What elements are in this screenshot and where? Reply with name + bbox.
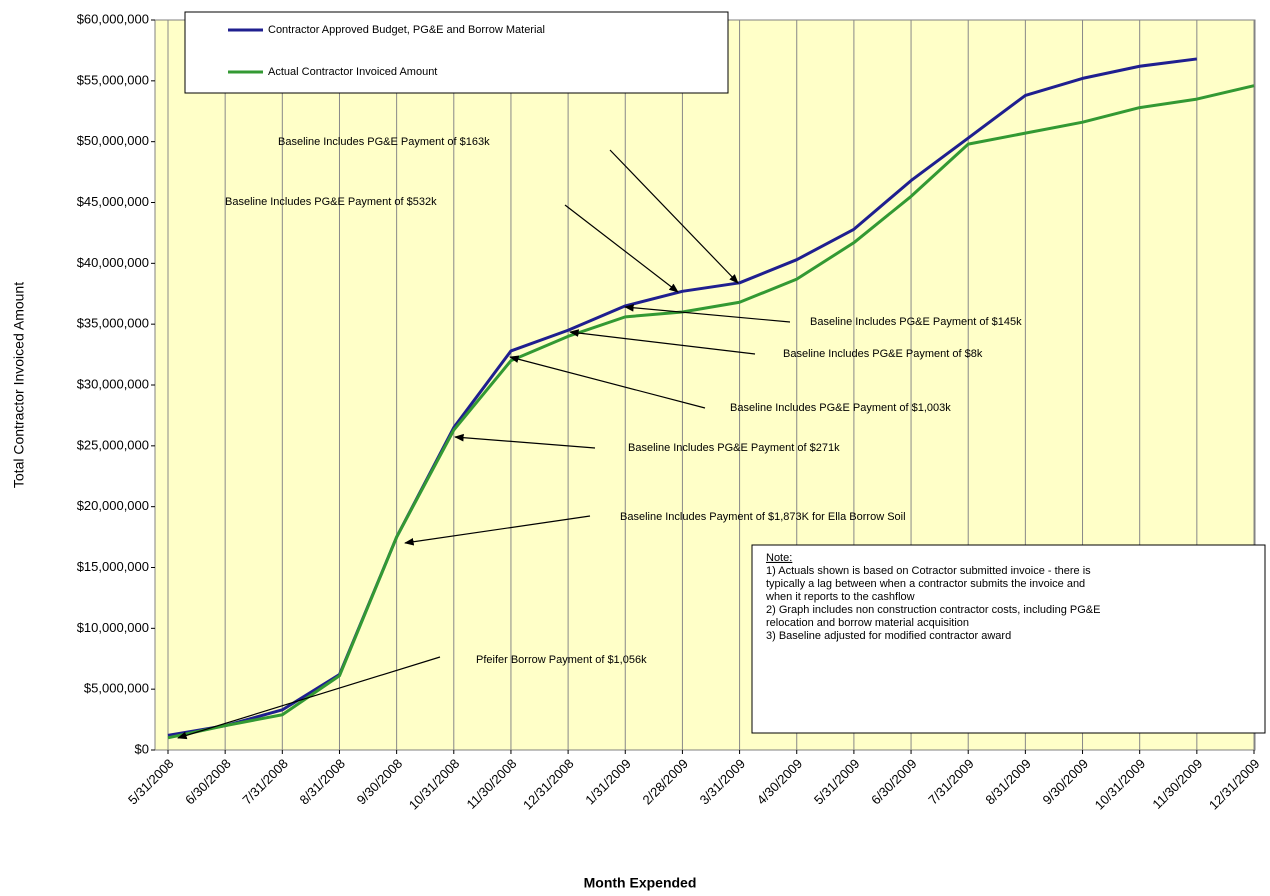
y-tick-label: $0 <box>135 741 149 756</box>
legend-label: Actual Contractor Invoiced Amount <box>268 66 437 78</box>
note-line: 1) Actuals shown is based on Cotractor s… <box>766 565 1091 577</box>
y-tick-label: $20,000,000 <box>77 498 149 513</box>
x-tick-label: 10/31/2008 <box>406 756 463 813</box>
x-tick-label: 12/31/2009 <box>1206 756 1263 813</box>
note-line: 2) Graph includes non construction contr… <box>766 604 1100 616</box>
y-tick-label: $50,000,000 <box>77 133 149 148</box>
x-tick-label: 4/30/2009 <box>754 756 806 808</box>
y-tick-label: $10,000,000 <box>77 620 149 635</box>
x-tick-label: 3/31/2009 <box>697 756 749 808</box>
annotation: Baseline Includes PG&E Payment of $145k <box>810 316 1022 328</box>
annotation-arrow <box>454 433 596 449</box>
y-tick-label: $55,000,000 <box>77 72 149 87</box>
x-tick-label: 8/31/2009 <box>982 756 1034 808</box>
y-tick-label: $5,000,000 <box>84 681 149 696</box>
annotation: Baseline Includes PG&E Payment of $1,003… <box>730 402 951 414</box>
note-title: Note: <box>766 552 792 564</box>
y-tick-label: $35,000,000 <box>77 316 149 331</box>
note-line: typically a lag between when a contracto… <box>766 578 1085 590</box>
x-tick-label: 6/30/2009 <box>868 756 920 808</box>
x-tick-label: 6/30/2008 <box>182 756 234 808</box>
annotation: Baseline Includes PG&E Payment of $271k <box>628 442 840 454</box>
y-tick-label: $40,000,000 <box>77 255 149 270</box>
x-tick-label: 5/31/2008 <box>125 756 177 808</box>
note-line: 3) Baseline adjusted for modified contra… <box>766 630 1011 642</box>
y-tick-label: $25,000,000 <box>77 437 149 452</box>
x-tick-label: 9/30/2009 <box>1040 756 1092 808</box>
y-tick-label: $60,000,000 <box>77 11 149 26</box>
annotation: Baseline Includes PG&E Payment of $8k <box>783 348 983 360</box>
annotation: Pfeifer Borrow Payment of $1,056k <box>476 654 647 666</box>
annotation-arrow <box>624 303 791 323</box>
annotation-arrow <box>177 656 441 740</box>
note-box <box>751 544 1266 734</box>
x-tick-label: 7/31/2009 <box>925 756 977 808</box>
legend-label: Contractor Approved Budget, PG&E and Bor… <box>268 24 545 36</box>
legend-box <box>184 11 729 94</box>
annotation-arrow <box>609 149 739 284</box>
annotation-arrow <box>404 515 591 546</box>
x-tick-label: 1/31/2009 <box>582 756 634 808</box>
note-line: relocation and borrow material acquisiti… <box>766 617 969 629</box>
x-tick-label: 8/31/2008 <box>297 756 349 808</box>
annotation: Baseline Includes Payment of $1,873K for… <box>620 511 906 523</box>
series-line <box>167 84 1255 740</box>
x-tick-label: 12/31/2008 <box>520 756 577 813</box>
annotation-arrow <box>509 355 706 409</box>
x-tick-label: 2/28/2009 <box>639 756 691 808</box>
x-tick-label: 11/30/2008 <box>464 756 520 812</box>
x-tick-label: 9/30/2008 <box>354 756 406 808</box>
y-axis-label: Total Contractor Invoiced Amount <box>11 282 27 488</box>
x-tick-label: 11/30/2009 <box>1149 756 1205 812</box>
annotation-arrow <box>569 329 756 355</box>
y-tick-label: $30,000,000 <box>77 376 149 391</box>
x-tick-label: 7/31/2008 <box>239 756 291 808</box>
x-tick-label: 10/31/2009 <box>1092 756 1149 813</box>
note-line: when it reports to the cashflow <box>765 591 915 603</box>
y-tick-label: $45,000,000 <box>77 194 149 209</box>
x-axis-label: Month Expended <box>584 875 697 891</box>
y-tick-label: $15,000,000 <box>77 559 149 574</box>
x-tick-label: 5/31/2009 <box>811 756 863 808</box>
annotation-arrow <box>564 204 679 293</box>
annotation: Baseline Includes PG&E Payment of $163k <box>278 136 490 148</box>
annotation: Baseline Includes PG&E Payment of $532k <box>225 196 437 208</box>
